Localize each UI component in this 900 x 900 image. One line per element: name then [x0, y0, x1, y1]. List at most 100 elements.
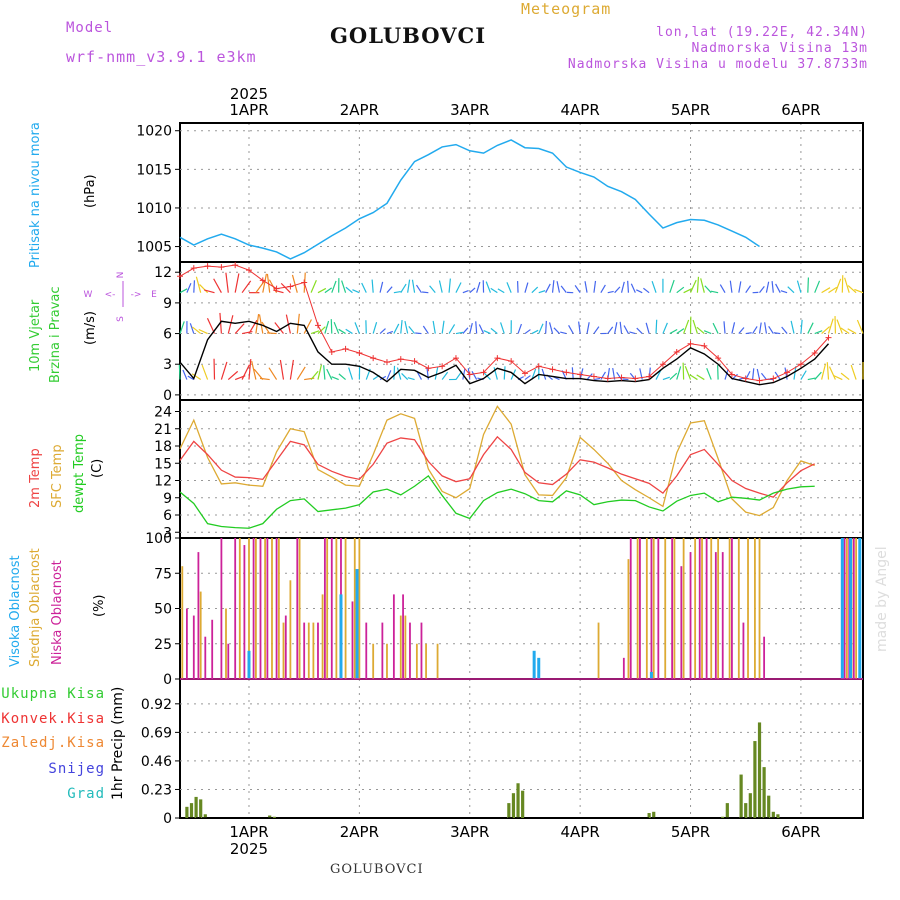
wind-barb [568, 325, 574, 334]
wind-barb [432, 320, 436, 334]
wind-barb [683, 288, 693, 294]
precip-bar [203, 814, 207, 818]
wind-gust-marker [204, 263, 211, 270]
legend-hail: Grad [67, 786, 105, 802]
wind-barb [462, 368, 466, 380]
y-tick-label: 0.92 [141, 697, 172, 713]
cloud-bar [264, 538, 266, 679]
wind-gust-marker [742, 375, 749, 382]
wind-barb [475, 321, 478, 334]
y-tick-label: 0.23 [141, 782, 172, 798]
wind-barb [807, 377, 816, 381]
legend-snow: Snijeg [48, 761, 105, 777]
wind-barb [241, 330, 253, 335]
cloud-bar [247, 650, 251, 679]
cloud-bar [358, 538, 361, 679]
wind-barb [478, 324, 485, 334]
wind-barb [455, 331, 464, 335]
wind-barb [506, 282, 512, 293]
wind-barb [847, 328, 857, 335]
y-tick-label: 24 [154, 405, 172, 421]
cloud-bar [185, 608, 188, 679]
y-tick-label: 1005 [136, 240, 172, 256]
cloud-bar [728, 538, 731, 679]
cloud-bar [271, 538, 273, 679]
model-altitude-info: Nadmorska Visina u modelu 37.8733m [567, 57, 868, 72]
wind-barb [422, 325, 429, 334]
cloud-bar [399, 615, 402, 679]
wind-barb [182, 369, 188, 380]
wind-barb [712, 322, 719, 334]
cloud-bar [204, 636, 207, 679]
wind-barb [738, 281, 742, 293]
wind-barb [700, 278, 705, 293]
cloud-bar [849, 538, 853, 679]
cloud-bar [330, 538, 333, 679]
wind-barb [814, 371, 822, 380]
wind-gust-marker [673, 348, 680, 355]
wind-gust-marker [604, 375, 611, 382]
wind-barb [593, 377, 601, 381]
cloud-bar [243, 545, 246, 679]
precip-bar [753, 741, 757, 818]
wind-barb [723, 321, 726, 334]
wind-barb [827, 318, 834, 334]
wind-barb [448, 278, 451, 293]
cloud-bar [843, 538, 846, 679]
top-day-label: 4APR [561, 101, 600, 119]
y-tick-label: 0 [163, 388, 172, 404]
y-tick-label: 3 [163, 525, 172, 541]
precip-bar [739, 774, 743, 818]
wind-barb [614, 322, 618, 334]
wind-barb [745, 332, 752, 335]
precip-bar [647, 813, 651, 818]
wind-gust-marker [618, 374, 625, 381]
wind-barb [317, 326, 326, 334]
wind-barb [643, 287, 650, 294]
precip-bar [194, 796, 198, 818]
wind-barb [531, 286, 539, 294]
wind-barb [669, 279, 675, 293]
precip-bar [767, 795, 771, 818]
precip-bar [725, 803, 729, 818]
y-tick-label: 0.46 [141, 754, 172, 770]
compass-south: S [116, 316, 126, 322]
product-title: Meteogram [521, 0, 612, 18]
wind-barb [401, 373, 409, 380]
wind-barb [345, 286, 353, 294]
wind-barb [814, 330, 823, 335]
wind-barb [704, 285, 712, 294]
top-day-label: 5APR [671, 101, 710, 119]
wind-barb [393, 323, 400, 334]
wind-gust-marker [632, 375, 639, 382]
wind-barb [191, 326, 202, 335]
cloud-bar [355, 569, 359, 679]
wind-barb [696, 276, 700, 293]
wind-barb [524, 375, 531, 381]
wind-gust-marker [328, 348, 335, 355]
wind-barb [619, 321, 623, 334]
precip-bar [516, 783, 520, 818]
dewpt-line [179, 474, 815, 529]
top-day-label: 6APR [781, 101, 820, 119]
y-tick-label: 3 [163, 357, 172, 373]
cloud-bar [652, 538, 655, 679]
wind-barb [259, 377, 270, 381]
wind-barb [379, 281, 384, 293]
wind-barb [616, 371, 623, 380]
top-day-label: 2APR [340, 101, 379, 119]
cloud-bar [650, 538, 653, 679]
wind-barb [324, 320, 330, 334]
wind-barb [503, 366, 506, 380]
wind-barb [828, 286, 838, 294]
wind-barb [760, 372, 767, 380]
cloud-bar [710, 538, 713, 679]
wind-barb [752, 326, 758, 334]
wind-gust-marker [218, 264, 225, 271]
cloud-bar [731, 538, 733, 679]
cloud-bar [714, 552, 717, 679]
y-tick-label: 0 [163, 672, 172, 688]
cloud-bar [381, 622, 384, 679]
wind-barb [317, 364, 323, 380]
